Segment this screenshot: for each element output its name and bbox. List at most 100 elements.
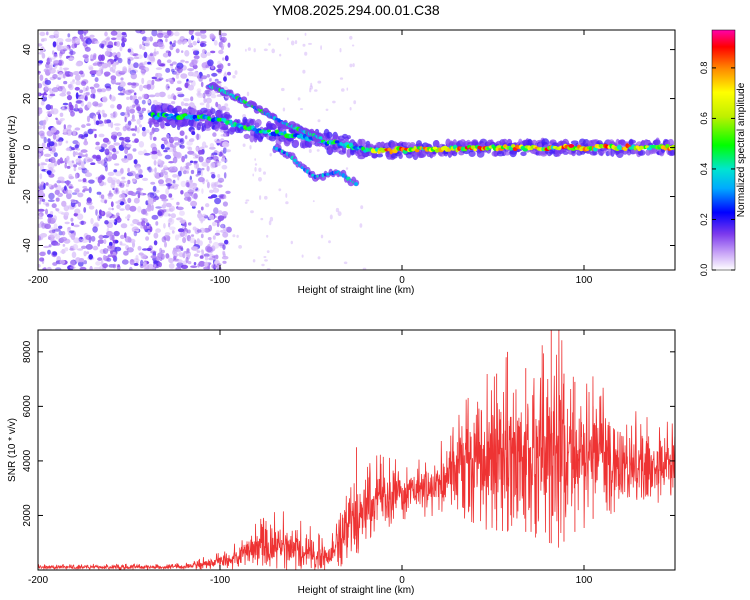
spectrogram-noise-cell	[124, 204, 131, 211]
spectrogram-noise-cell	[62, 243, 66, 247]
spectrogram-noise-cell	[174, 142, 180, 146]
spectrogram-noise-cell	[244, 201, 248, 204]
spectrogram-noise-cell	[66, 180, 70, 186]
spectrogram-noise-cell	[263, 48, 268, 52]
spectrogram-noise-cell	[245, 199, 250, 202]
spectrogram-noise-cell	[351, 44, 355, 47]
spectrogram-noise-cell	[67, 33, 71, 38]
spectrogram-noise-cell	[188, 146, 193, 152]
spectrogram-noise-cell	[176, 201, 180, 206]
spectrogram-noise-cell	[127, 58, 131, 65]
spectrogram-noise-cell	[187, 84, 194, 91]
spectrogram-noise-cell	[98, 215, 102, 219]
spectrogram-noise-cell	[110, 121, 114, 129]
spectrogram-noise-cell	[302, 43, 306, 47]
spectrogram-y-ticks: -40 -20 0 20 40	[22, 44, 675, 253]
spectrogram-noise-cell	[92, 62, 98, 66]
spectrogram-noise-cell	[225, 149, 231, 153]
spectrogram-noise-cell	[200, 52, 208, 59]
spectrogram-noise-cell	[115, 36, 123, 40]
spectrogram-ridge-halo	[200, 107, 209, 114]
spectrogram-noise-cell	[196, 250, 201, 253]
spectrogram-branch-cell	[293, 158, 297, 163]
spectrogram-noise-cell	[45, 158, 50, 162]
spectrogram-noise-cell	[38, 216, 43, 220]
spectrogram-noise-cell	[78, 238, 82, 243]
spectrogram-noise-cell	[197, 167, 202, 174]
spectrogram-noise-cell	[176, 87, 182, 92]
spectrogram-noise-cell	[115, 82, 121, 85]
spectrogram-noise-cell	[335, 207, 340, 213]
spectrogram-noise-cell	[64, 211, 70, 217]
figure-title: YM08.2025.294.00.01.C38	[272, 2, 440, 18]
spectrogram-noise-cell	[173, 183, 177, 186]
spectrogram-noise-cell	[104, 119, 108, 124]
spectrogram-noise-cell	[43, 136, 47, 144]
spectrogram-noise-cell	[151, 150, 158, 155]
snr-x-tick-label: 0	[399, 575, 405, 586]
spectrogram-noise-cell	[46, 266, 52, 270]
spectrogram-noise-cell	[95, 156, 102, 162]
spectrogram-noise-cell	[153, 240, 158, 246]
spectrogram-noise-cell	[74, 103, 78, 110]
spectrogram-noise-cell	[227, 71, 231, 76]
spectrogram-noise-cell	[64, 247, 69, 252]
spectrogram-noise-cell	[117, 57, 123, 64]
spectrogram-noise-cell	[223, 172, 227, 179]
spectrogram-noise-cell	[96, 191, 102, 195]
spectrogram-noise-cell	[168, 205, 175, 212]
spectrogram-ridge-halo	[214, 125, 219, 132]
spectrogram-noise-cell	[143, 51, 148, 59]
spectrogram-noise-cell	[290, 240, 293, 245]
spectrogram-noise-cell	[49, 34, 56, 39]
spectrogram-noise-cell	[188, 188, 193, 196]
spectrogram-noise-cell	[214, 232, 221, 236]
spectrogram-noise-cell	[199, 255, 204, 259]
spectrogram-noise-cell	[234, 70, 238, 75]
spectrogram-noise-cell	[59, 259, 66, 265]
spectrogram-ridge-halo	[255, 119, 262, 127]
spectrogram-noise-cell	[110, 182, 116, 189]
spectrogram-noise-cell	[290, 40, 295, 46]
spectrogram-noise-cell	[209, 79, 212, 82]
spectrogram-noise-cell	[120, 234, 125, 240]
spectrogram-noise-cell	[165, 38, 168, 43]
spectrogram-noise-cell	[139, 124, 142, 128]
spectrogram-noise-cell	[349, 35, 353, 40]
spectrogram-noise-cell	[325, 108, 329, 112]
spectrogram-noise-cell	[101, 211, 104, 215]
spectrogram-noise-cell	[93, 83, 100, 88]
spectrogram-noise-cell	[91, 128, 97, 132]
spectrogram-branch-cell	[354, 182, 359, 186]
spectrogram-noise-cell	[79, 89, 84, 94]
spectrogram-noise-cell	[285, 201, 289, 205]
spectrogram-noise-cell	[39, 74, 44, 81]
spectrogram-noise-cell	[111, 131, 118, 136]
spectrogram-noise-cell	[139, 114, 144, 121]
spectrogram-noise-cell	[155, 129, 159, 132]
spectrogram-y-tick-label: 20	[22, 93, 33, 105]
spectrogram-noise-cell	[50, 156, 56, 164]
spectrogram-noise-cell	[168, 193, 173, 198]
spectrogram-noise-cell	[222, 201, 228, 207]
spectrogram-noise-cell	[202, 92, 206, 99]
spectrogram-noise-cell	[206, 265, 210, 270]
spectrogram-noise-cell	[121, 190, 125, 194]
spectrogram-noise-cell	[217, 151, 220, 155]
spectrogram-noise-cell	[140, 191, 143, 196]
spectrogram-noise-cell	[133, 92, 137, 96]
spectrogram-noise-cell	[209, 146, 216, 150]
spectrogram-noise-cell	[164, 232, 171, 236]
spectrogram-noise-cell	[71, 37, 76, 45]
spectrogram-noise-cell	[136, 127, 140, 134]
snr-x-ticks: -200 -100 0 100	[28, 330, 593, 586]
spectrogram-noise-cell	[359, 223, 363, 228]
spectrogram-noise-cell	[69, 230, 75, 234]
spectrogram-noise-cell	[124, 111, 129, 115]
spectrogram-noise-cell	[264, 195, 268, 200]
spectrogram-ridge-halo	[160, 120, 165, 129]
spectrogram-noise-cell	[55, 267, 62, 270]
spectrogram-ridge-halo	[250, 118, 256, 126]
spectrogram-noise-cell	[48, 244, 52, 248]
spectrogram-noise-cell	[129, 95, 133, 101]
